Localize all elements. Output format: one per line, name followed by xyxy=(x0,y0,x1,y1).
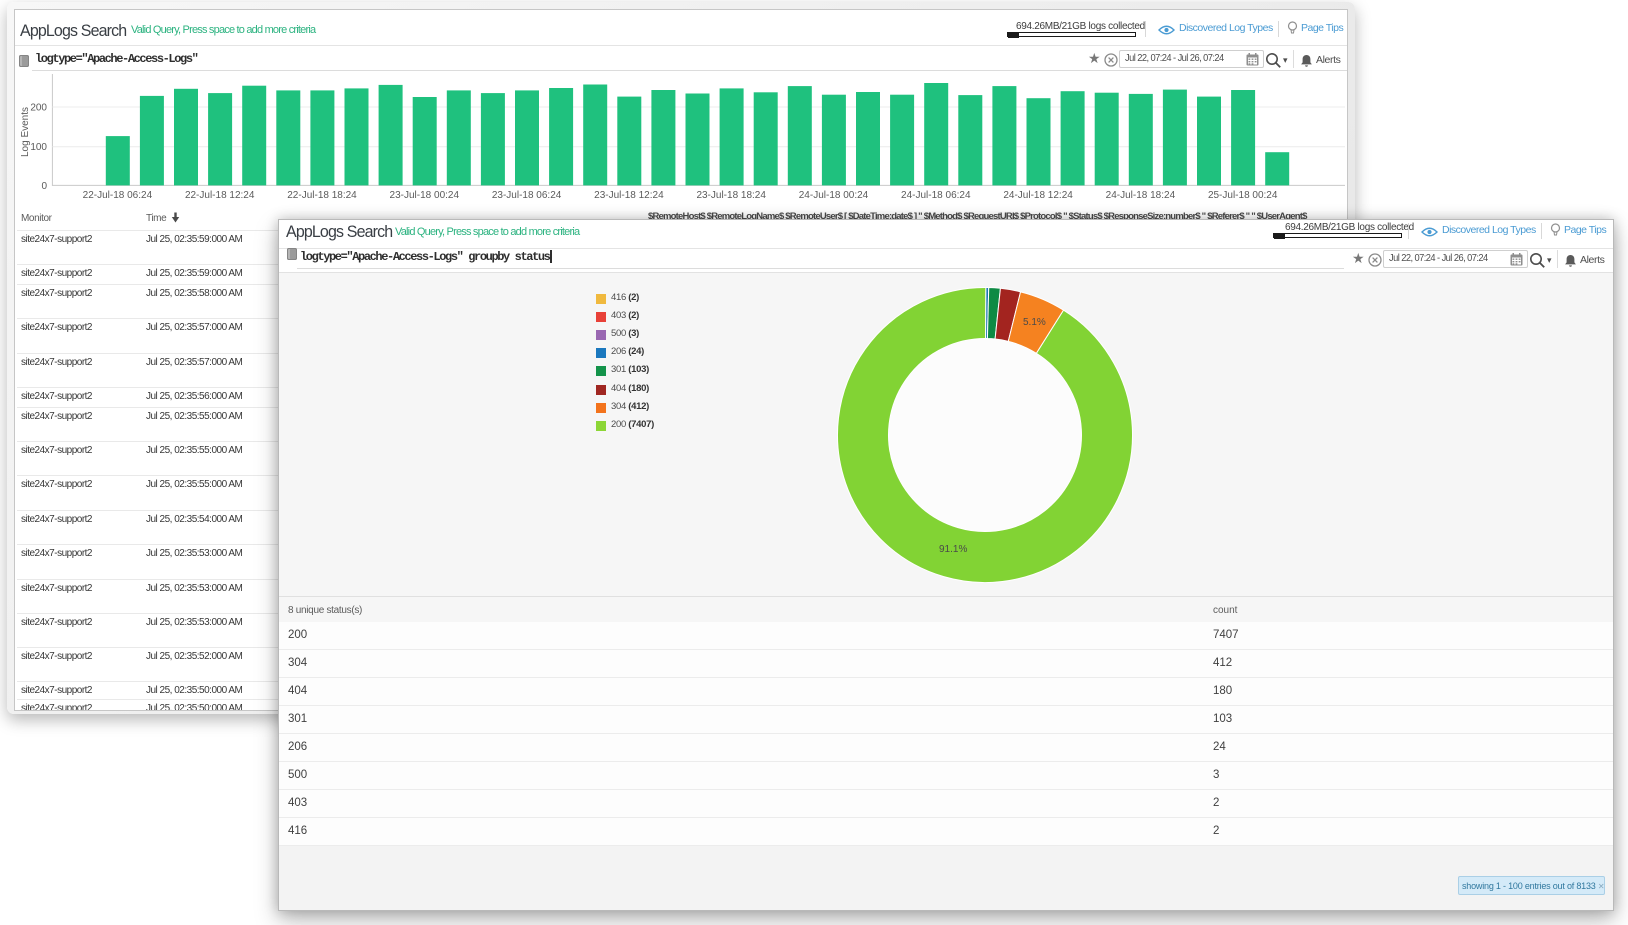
svg-text:24-Jul-18 06:24: 24-Jul-18 06:24 xyxy=(901,190,971,201)
svg-text:100: 100 xyxy=(30,142,47,153)
svg-text:25-Jul-18 00:24: 25-Jul-18 00:24 xyxy=(1208,190,1278,201)
svg-text:23-Jul-18 12:24: 23-Jul-18 12:24 xyxy=(594,190,664,201)
svg-text:24-Jul-18 00:24: 24-Jul-18 00:24 xyxy=(799,190,869,201)
svg-text:23-Jul-18 00:24: 23-Jul-18 00:24 xyxy=(390,190,460,201)
svg-text:22-Jul-18 18:24: 22-Jul-18 18:24 xyxy=(287,190,357,201)
svg-text:22-Jul-18 06:24: 22-Jul-18 06:24 xyxy=(83,190,153,201)
svg-text:200: 200 xyxy=(30,103,47,114)
svg-text:0: 0 xyxy=(41,181,47,192)
svg-text:22-Jul-18 12:24: 22-Jul-18 12:24 xyxy=(185,190,255,201)
svg-text:23-Jul-18 06:24: 23-Jul-18 06:24 xyxy=(492,190,562,201)
svg-text:24-Jul-18 18:24: 24-Jul-18 18:24 xyxy=(1106,190,1176,201)
svg-text:Log Events: Log Events xyxy=(20,107,31,157)
svg-text:24-Jul-18 12:24: 24-Jul-18 12:24 xyxy=(1003,190,1073,201)
svg-text:23-Jul-18 18:24: 23-Jul-18 18:24 xyxy=(696,190,766,201)
